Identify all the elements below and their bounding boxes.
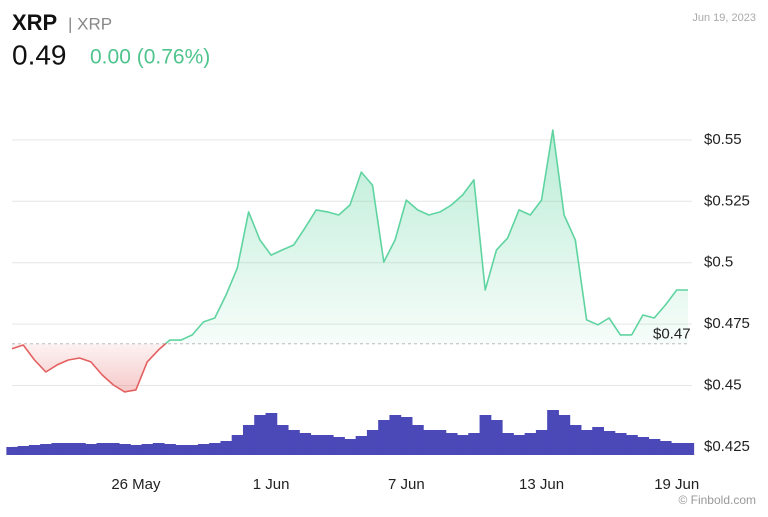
volume-bar <box>637 437 650 455</box>
volume-bar <box>490 420 503 455</box>
volume-bar <box>231 435 244 455</box>
volume-bar <box>671 443 683 455</box>
date: Jun 19, 2023 <box>692 12 756 24</box>
volume-bar <box>152 443 165 455</box>
volume-bar <box>130 445 143 455</box>
x-tick-label: 7 Jun <box>388 476 425 493</box>
reference-label: $0.47 <box>653 326 691 343</box>
volume-bar <box>468 433 481 455</box>
volume-bar <box>28 445 41 455</box>
volume-bar <box>513 435 526 455</box>
volume-bar <box>186 445 199 455</box>
volume-bar <box>141 444 154 455</box>
volume-bar <box>434 430 447 455</box>
volume-bar <box>366 430 379 455</box>
volume-bar <box>265 413 278 455</box>
volume-bar <box>299 433 312 455</box>
volume-bar <box>378 420 390 455</box>
volume-bar <box>400 417 413 455</box>
volume-bar <box>209 443 221 455</box>
x-tick-label: 13 Jun <box>519 476 564 493</box>
volume-bar <box>502 433 514 455</box>
volume-bar <box>197 444 210 455</box>
volume-bar <box>220 441 233 455</box>
volume-bar <box>254 415 266 455</box>
volume-bar <box>175 445 188 455</box>
y-tick-label: $0.45 <box>704 376 742 393</box>
volume-bar <box>389 415 402 455</box>
volume-bar <box>524 433 537 455</box>
volume-bar <box>457 435 469 455</box>
volume-bar <box>445 433 458 455</box>
volume-bar <box>242 425 255 455</box>
y-tick-label: $0.5 <box>704 254 733 271</box>
price: 0.49 <box>12 39 67 70</box>
volume-bar <box>17 446 30 455</box>
x-tick-label: 1 Jun <box>253 476 290 493</box>
volume-bar <box>85 444 97 455</box>
volume-bar <box>321 435 334 455</box>
volume-bar <box>580 430 593 455</box>
volume-bar <box>411 425 424 455</box>
volume-bar <box>626 435 638 455</box>
volume-bar <box>355 436 368 455</box>
x-tick-label: 26 May <box>111 476 161 493</box>
volume-bar <box>535 430 548 455</box>
volume-bar <box>288 430 300 455</box>
volume-bar <box>333 437 345 455</box>
volume-bar <box>558 415 571 455</box>
chart-title: XRP <box>12 10 57 35</box>
y-tick-label: $0.475 <box>704 315 750 332</box>
y-tick-label: $0.525 <box>704 192 750 209</box>
volume-bar <box>73 443 86 455</box>
volume-bar <box>569 425 582 455</box>
x-tick-label: 19 Jun <box>654 476 699 493</box>
volume-bar <box>592 427 604 455</box>
volume-bar <box>164 444 176 455</box>
volume-bar <box>310 435 323 455</box>
volume-bar <box>276 425 289 455</box>
price-line <box>11 129 688 393</box>
credit: © Finbold.com <box>678 493 756 507</box>
volume-bar <box>6 447 19 455</box>
y-tick-label: $0.55 <box>704 131 742 148</box>
volume-bar <box>423 430 435 455</box>
volume-bar <box>62 443 75 455</box>
volume-bar <box>614 433 627 455</box>
volume-bar <box>603 431 616 455</box>
subtitle: | XRP <box>68 14 112 33</box>
price-change: 0.00 (0.76%) <box>90 46 210 69</box>
volume-bar <box>547 410 559 455</box>
volume-bar <box>40 444 52 455</box>
volume-bar <box>107 443 120 455</box>
y-tick-label: $0.425 <box>704 438 750 455</box>
volume-bar <box>344 439 357 455</box>
volume-bar <box>659 441 672 455</box>
volume-bar <box>648 439 661 455</box>
volume-bar <box>682 443 695 455</box>
volume-bar <box>119 444 131 455</box>
volume-bar <box>96 443 109 455</box>
volume-bar <box>51 443 64 455</box>
price-area <box>12 130 688 392</box>
volume-bar <box>479 415 492 455</box>
